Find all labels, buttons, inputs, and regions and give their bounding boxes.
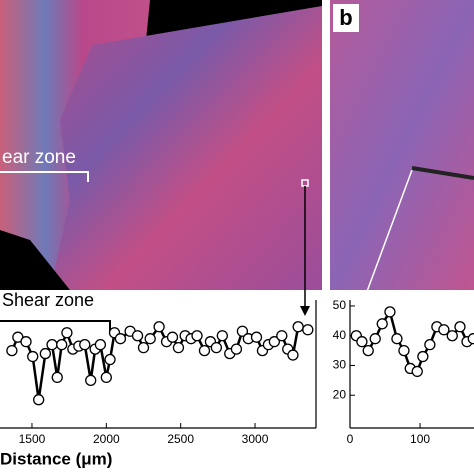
x-tick-label: 0 [347,432,354,446]
y-tick-label: 30 [333,358,347,372]
shear-zone-bracket [0,171,89,182]
x-axis-label: Distance (μm) [0,449,112,468]
data-point [417,350,429,363]
data-point [216,330,228,342]
data-point [230,343,243,355]
data-point [166,331,179,343]
data-point [362,344,374,357]
panel-label: b [339,5,352,30]
data-point [114,333,127,345]
data-point [33,394,45,406]
arrow-head [300,306,310,316]
data-point [467,333,474,345]
scan-line [411,166,474,180]
data-point [56,338,68,351]
arrow [361,169,413,306]
data-point [172,341,185,354]
data-point [446,330,458,342]
data-point [94,338,107,351]
data-point [302,324,314,336]
y-tick-label: 50 [333,298,347,312]
data-point [198,344,211,357]
x-tick-label: 100 [410,432,430,446]
data-point [191,330,203,342]
x-tick-label: 1500 [19,432,46,446]
data-point [376,318,388,330]
x-tick-label: 2000 [93,432,120,446]
data-point [424,338,436,351]
data-point [6,344,18,357]
data-point [384,306,396,318]
data-point [144,333,156,345]
data-point [104,353,116,366]
data-point [39,347,52,360]
data-point [51,371,63,384]
micrograph-tile [50,6,322,290]
data-point [292,321,304,333]
arrow-head [357,300,366,313]
data-point [210,341,223,354]
x-tick-label: 2500 [167,432,194,446]
y-tick-label: 40 [333,328,347,342]
shear-zone-bracket [0,320,111,333]
image-label: ear zone [2,147,76,168]
data-point [356,336,368,348]
data-point [411,365,423,378]
data-point [153,321,165,333]
data-point [276,330,288,342]
data-point [454,321,466,333]
data-point [438,324,450,336]
data-point [369,333,381,345]
data-point [85,374,97,387]
data-line [10,324,309,400]
data-point [61,327,73,339]
data-point [236,325,249,337]
data-point [46,338,58,351]
data-point [79,338,91,351]
data-point [27,350,39,363]
data-point [137,341,150,354]
x-tick-label: 3000 [242,432,269,446]
annotation: Shear zone [2,290,94,310]
data-point [287,349,299,361]
data-point [391,333,403,345]
y-tick-label: 20 [333,387,347,401]
data-point [131,330,144,342]
data-point [100,371,112,384]
image-background [0,230,70,290]
data-point [20,336,32,348]
panel-label-box [333,4,359,32]
data-point [268,336,281,348]
data-point [250,331,263,343]
data-point [398,344,410,357]
micrograph [330,0,474,290]
